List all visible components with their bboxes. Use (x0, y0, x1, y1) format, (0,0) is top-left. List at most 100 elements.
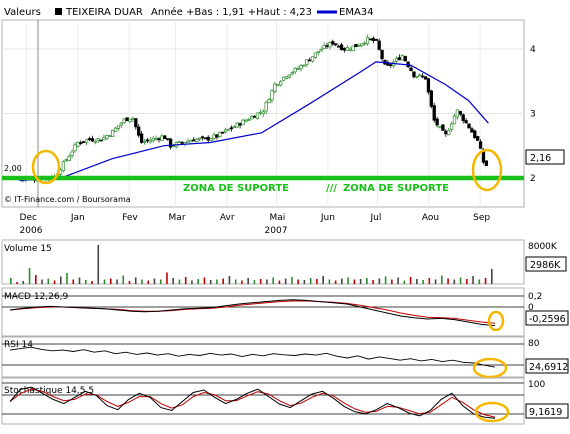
candle-body (255, 112, 260, 120)
candle-body (238, 123, 242, 126)
candle-body (464, 120, 468, 124)
macd-last-box (525, 310, 569, 326)
candle-body (264, 101, 268, 112)
candle-body (438, 126, 442, 128)
candle-body (258, 111, 263, 114)
volume-bar (472, 276, 474, 284)
price-left-label: 2,00 (4, 164, 22, 173)
macd-title: MACD 12,26,9 (4, 292, 68, 302)
volume-bar (234, 279, 237, 284)
candle-body (345, 47, 349, 51)
date-tick-label: Aou (422, 213, 439, 223)
candle-body (467, 123, 471, 129)
candle-body (357, 45, 361, 47)
volume-bar (41, 279, 43, 284)
rsi-highlight-circle (472, 357, 508, 379)
candle-body (273, 83, 277, 92)
candle-body (279, 81, 283, 86)
candle-body (139, 133, 144, 143)
last-price-value: 2,16 (530, 153, 551, 164)
candle-body (267, 99, 271, 104)
macd-axis-tick-zero: 0 (528, 303, 534, 313)
rsi-line (9, 346, 496, 368)
candle-body (221, 131, 225, 134)
volume-bar (441, 275, 443, 284)
candle-body (307, 59, 312, 62)
candle-body (203, 137, 208, 140)
candle-body (93, 141, 97, 143)
candle-body (131, 117, 135, 120)
values-label: Valeurs (4, 7, 41, 18)
candle-body (377, 40, 381, 50)
volume-bar (284, 278, 287, 284)
volume-panel-frame (1, 239, 525, 285)
stochastic-title: Stochastique 14,5,5 (4, 386, 94, 396)
candle-body (229, 127, 234, 130)
candle-body (371, 37, 376, 42)
volume-bar (378, 278, 381, 284)
candle-body (394, 58, 399, 62)
candle-body (351, 45, 355, 51)
candle-body (322, 44, 326, 49)
volume-bar (153, 278, 156, 284)
volume-bar (184, 277, 187, 284)
candle-body (137, 126, 141, 136)
volume-bar (447, 278, 449, 284)
candle-body (484, 160, 489, 166)
volume-bar (178, 279, 181, 284)
candle-body (122, 118, 126, 123)
candle-body (168, 138, 173, 148)
volume-bar (297, 279, 299, 284)
volume-axis-max: 8000K (528, 242, 558, 252)
support-zone-separator: /// (326, 183, 337, 194)
chart-header: Valeurs TEIXEIRA DUAR Année +Bas : 1,91 … (4, 6, 374, 18)
volume-bar (409, 277, 412, 284)
candle-body (447, 130, 451, 136)
volume-bar (197, 279, 200, 284)
rsi-last-value: 24,6912 (529, 362, 568, 373)
candle-body (128, 118, 132, 122)
candle-body (403, 56, 407, 62)
volume-bar (216, 279, 218, 284)
candle-body (125, 117, 129, 122)
candle-body (250, 115, 254, 120)
volume-bar (203, 277, 206, 284)
price-tick-label: 3 (530, 110, 536, 120)
volume-bar (428, 278, 431, 284)
candle-body (192, 139, 196, 142)
candle-body (310, 56, 315, 62)
volume-bar (53, 280, 56, 284)
stock-name: TEIXEIRA DUAR (65, 7, 143, 18)
candle-body (84, 139, 89, 143)
candle-body (458, 111, 462, 115)
volume-bar (359, 279, 362, 284)
volume-bar (484, 278, 487, 284)
volume-bar (416, 279, 418, 284)
candle-body (336, 45, 341, 48)
ema-legend-label: EMA34 (339, 7, 374, 18)
volume-bar (166, 272, 168, 284)
candle-body (148, 139, 152, 143)
candle-body (247, 119, 251, 121)
candle-body (177, 141, 181, 143)
volume-bar (303, 280, 306, 284)
candle-body (348, 48, 352, 51)
candle-body (206, 136, 210, 141)
rsi-last-box (525, 358, 569, 374)
stochastic-panel-frame (1, 377, 525, 425)
volume-bar (366, 278, 368, 284)
volume-bar (97, 245, 100, 284)
candle-body (415, 76, 419, 78)
candle-body (290, 72, 294, 75)
candle-body (61, 161, 66, 171)
candle-body (244, 119, 248, 122)
candle-body (412, 71, 416, 78)
candle-body (163, 135, 167, 139)
candle-body (470, 128, 474, 133)
candle-body (180, 141, 184, 144)
volume-bar (422, 280, 424, 284)
candle-body (87, 138, 92, 140)
date-tick-label: Jun (320, 213, 335, 223)
volume-bar (322, 276, 324, 284)
